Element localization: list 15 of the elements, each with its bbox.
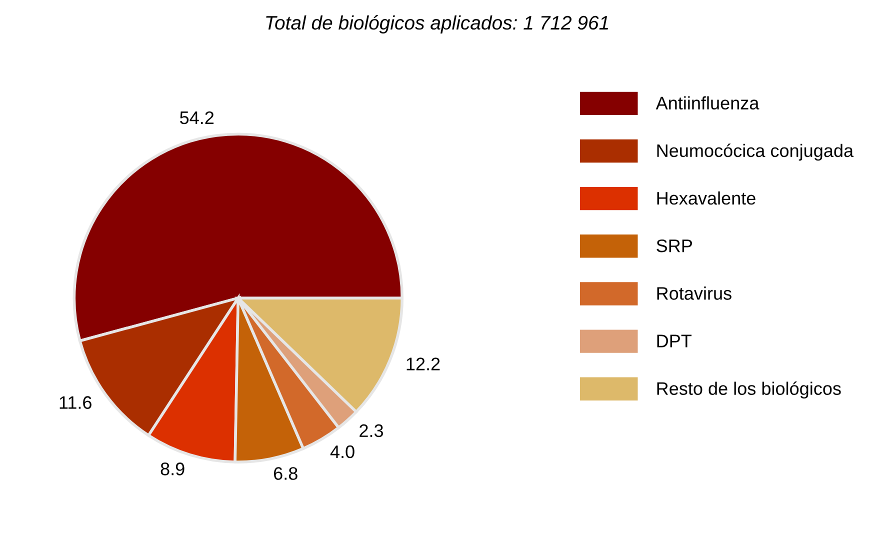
legend-label: SRP xyxy=(656,239,692,252)
legend-label: Resto de los biológicos xyxy=(657,382,841,399)
data-label: 11.6 xyxy=(60,396,92,409)
data-label: 54.2 xyxy=(180,111,214,124)
legend-label: DPT xyxy=(657,334,692,348)
legend-label: Neumocócica conjugada xyxy=(657,144,854,161)
legend-label: Hexavalente xyxy=(657,191,756,205)
legend-label: Antiinfluenza xyxy=(656,96,760,110)
data-label: 4.0 xyxy=(330,445,354,458)
data-label: 12.2 xyxy=(406,358,440,370)
data-label: 2.3 xyxy=(360,424,384,438)
chart-title: Total de biológicos aplicados: 1 712 961 xyxy=(266,15,608,34)
data-label: 8.9 xyxy=(160,462,184,476)
data-label: 6.8 xyxy=(274,467,298,480)
legend-label: Rotavirus xyxy=(657,286,732,300)
